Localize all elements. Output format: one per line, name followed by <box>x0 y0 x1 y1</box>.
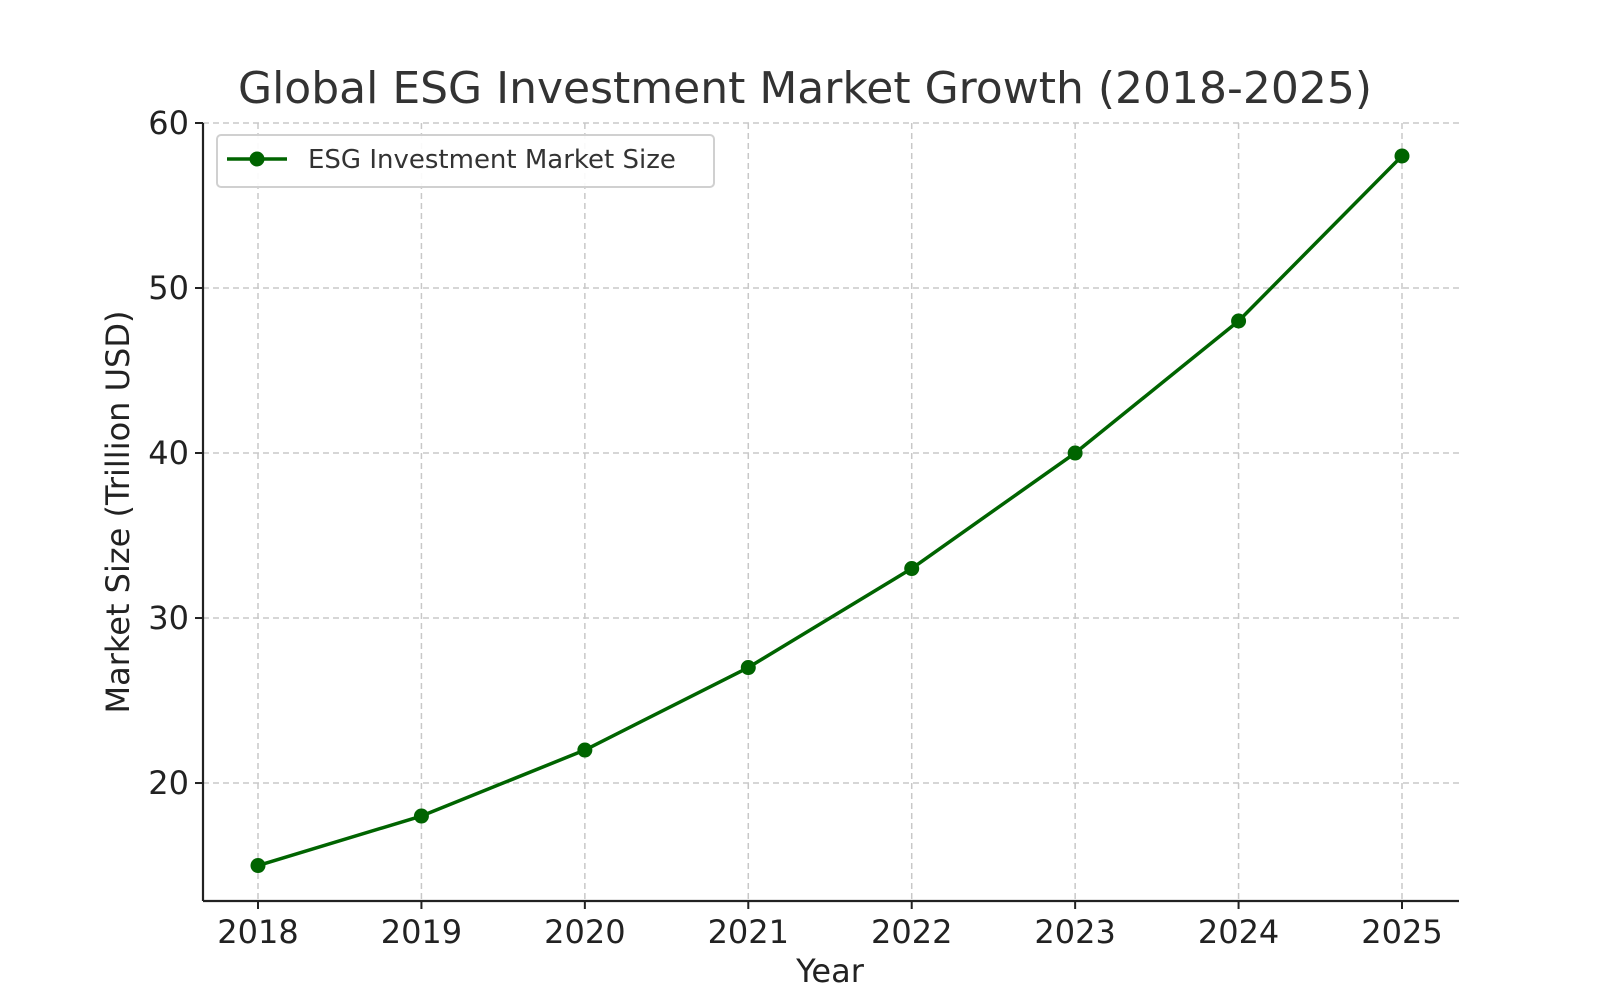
y-tick-label: 40 <box>148 434 189 472</box>
x-tick-label: 2022 <box>871 913 952 951</box>
x-tick-label: 2019 <box>381 913 462 951</box>
data-point-2023 <box>1067 445 1083 461</box>
x-tick-label: 2020 <box>544 913 625 951</box>
chart-title: Global ESG Investment Market Growth (201… <box>238 63 1372 114</box>
series-line <box>256 154 1404 868</box>
legend-marker-sample <box>249 151 265 167</box>
data-point-2022 <box>904 561 920 577</box>
y-tick-label: 60 <box>148 104 189 142</box>
data-point-2020 <box>577 742 593 758</box>
grid <box>203 122 1459 901</box>
tick-labels: 2018 2019 2020 2021 2022 2023 2024 2025 20 30 40 50… <box>148 104 1442 951</box>
x-tick-label: 2021 <box>708 913 789 951</box>
x-tick-label: 2024 <box>1198 913 1279 951</box>
y-tick-label: 30 <box>148 599 189 637</box>
y-tick-label: 20 <box>148 764 189 802</box>
data-point-2019 <box>413 808 429 824</box>
x-tick-label: 2025 <box>1361 913 1442 951</box>
y-tick-label: 50 <box>148 269 189 307</box>
y-axis-label: Market Size (Trillion USD) <box>99 311 137 714</box>
x-tick-label: 2018 <box>217 913 298 951</box>
legend-box <box>216 134 715 188</box>
legend-label: ESG Investment Market Size <box>308 145 676 175</box>
data-series <box>250 148 1410 874</box>
data-point-2018 <box>250 858 266 874</box>
x-axis-label: Year <box>795 952 865 990</box>
axes <box>201 123 1459 903</box>
data-point-2025 <box>1394 148 1410 164</box>
x-tick-label: 2023 <box>1034 913 1115 951</box>
data-point-2021 <box>740 660 756 676</box>
data-point-2024 <box>1231 313 1247 329</box>
legend: ESG Investment Market Size <box>216 134 715 188</box>
